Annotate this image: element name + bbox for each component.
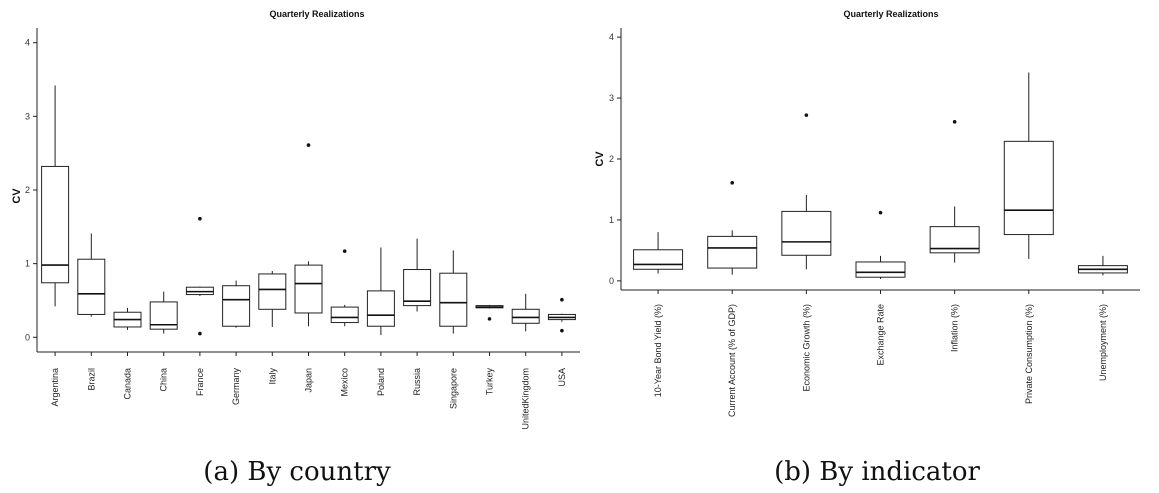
box-unitedkingdom (511, 293, 540, 332)
outlier-point (342, 249, 347, 253)
iqr-box (366, 290, 395, 327)
iqr-box (781, 210, 832, 256)
y-tick-label: 1 (609, 215, 614, 225)
iqr-box (258, 273, 287, 310)
chart-title: Quarterly Realizations (269, 9, 364, 19)
box-argentina (41, 85, 70, 307)
outlier-point (560, 297, 564, 302)
iqr-box (439, 272, 468, 327)
outlier-point (487, 317, 492, 321)
box-inflation (929, 120, 980, 263)
box-exchange-rate (855, 210, 906, 280)
x-tick-label: Russia (412, 368, 422, 396)
x-tick-label: Argentina (50, 368, 60, 407)
x-tick-label: China (159, 368, 169, 392)
x-tick-label: France (195, 368, 205, 396)
y-tick-label: 2 (25, 185, 30, 195)
y-tick-label: 1 (25, 259, 30, 269)
box-france (185, 216, 214, 336)
chart-panel-by-indicator: Quarterly Realizations CV (b) By indicat… (594, 9, 1140, 487)
x-tick-label: Canada (123, 368, 133, 400)
y-axis-label: CV (594, 151, 606, 167)
outlier-point (560, 328, 564, 333)
iqr-box (403, 269, 432, 307)
y-tick-label: 2 (609, 154, 614, 164)
x-tick-label: Unemployment (%) (1098, 304, 1108, 381)
outlier-point (730, 180, 735, 185)
x-tick-label: Economic Growth (%) (801, 304, 811, 392)
box-current-account-of-gdp (707, 180, 758, 275)
outlier-point (198, 331, 202, 336)
chart-panel-by-country: Quarterly Realizations CV (a) By country… (11, 9, 580, 487)
box-usa (547, 297, 576, 333)
y-tick-label: 3 (609, 93, 614, 103)
x-tick-label: Poland (376, 368, 386, 396)
x-tick-label: UnitedKingdom (521, 368, 531, 430)
box-unemployment (1077, 255, 1128, 276)
y-axis-label: CV (11, 188, 23, 204)
iqr-box (1003, 140, 1054, 236)
y-tick-label: 4 (609, 32, 614, 42)
y-tick-label: 0 (609, 276, 614, 286)
iqr-box (222, 285, 251, 327)
x-tick-label: Brazil (86, 368, 96, 391)
outlier-point (878, 210, 883, 215)
x-tick-label: Mexico (340, 368, 350, 397)
x-tick-label: USA (557, 368, 567, 387)
x-tick-label: Germany (231, 368, 241, 406)
x-tick-label: Inflation (%) (950, 304, 960, 352)
iqr-box (330, 306, 359, 324)
iqr-box (41, 165, 70, 284)
box-germany (222, 280, 251, 328)
box-canada (113, 307, 142, 330)
panel-caption: (a) By country (203, 457, 391, 487)
x-tick-label: 10-Year Bond Yield (%) (653, 304, 663, 397)
box-mexico (330, 249, 359, 327)
outlier-point (952, 120, 957, 124)
chart-title: Quarterly Realizations (843, 9, 938, 19)
iqr-box (707, 235, 758, 269)
y-tick-label: 0 (25, 332, 30, 342)
iqr-box (855, 261, 906, 278)
y-tick-label: 4 (25, 38, 30, 48)
box-economic-growth (781, 113, 832, 270)
box-10-year-bond-yield (633, 232, 684, 274)
box-japan (294, 143, 323, 327)
x-tick-label: Singapore (448, 368, 458, 409)
x-tick-label: Current Account (% of GDP) (727, 304, 737, 417)
box-china (149, 291, 178, 334)
x-tick-label: Private Consumption (%) (1024, 304, 1034, 404)
x-tick-label: Exchange Rate (876, 304, 886, 366)
iqr-box (633, 249, 684, 270)
box-singapore (439, 250, 468, 334)
x-tick-label: Italy (267, 368, 277, 385)
outlier-point (306, 143, 311, 147)
iqr-box (511, 308, 540, 324)
iqr-box (77, 258, 106, 315)
box-russia (403, 238, 432, 312)
panel-caption: (b) By indicator (774, 457, 980, 487)
box-brazil (77, 233, 106, 317)
y-tick-label: 3 (25, 111, 30, 121)
x-tick-label: Turkey (485, 368, 495, 396)
box-turkey (475, 304, 504, 321)
outlier-point (804, 113, 809, 117)
box-italy (258, 271, 287, 327)
x-tick-label: Japan (304, 368, 314, 393)
outlier-point (198, 216, 202, 221)
box-poland (366, 247, 395, 336)
box-private-consumption (1003, 72, 1054, 259)
iqr-box (294, 264, 323, 314)
